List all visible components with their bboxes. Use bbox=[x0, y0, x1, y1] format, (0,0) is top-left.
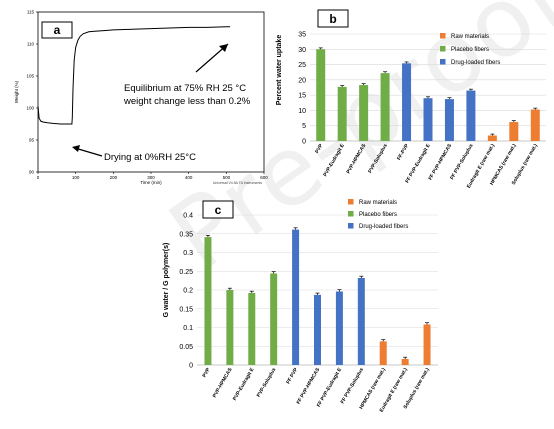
panel-a-xtick-label: 300 bbox=[147, 175, 155, 180]
b-category-label: PVP bbox=[314, 142, 325, 154]
panel-a-ylabel: Weight (%) bbox=[14, 80, 19, 103]
b-category-label: FF-PVP bbox=[396, 142, 410, 161]
panel-c-chart: 0 0.05 0.1 0.15 0.2 0.25 0.3 0.35 0.4 PVP PVP-HPM… bbox=[163, 199, 438, 413]
panel-a-xtick-label: 200 bbox=[110, 175, 118, 180]
c-ytick-label: 0.15 bbox=[179, 306, 193, 313]
b-bar bbox=[487, 135, 497, 141]
c-ytick-label: 0.3 bbox=[183, 250, 193, 257]
panel-a-label-box bbox=[41, 21, 73, 39]
b-ytick-label: 5 bbox=[302, 123, 306, 130]
panel-a-ytick-label: 100 bbox=[26, 106, 34, 111]
panel-a-eq-annotation-line2: weight change less than 0.2% bbox=[123, 96, 251, 107]
panel-a-xtick-label: 100 bbox=[72, 175, 80, 180]
panel-a-ytick-label: 105 bbox=[26, 74, 34, 79]
panel-b-ylabel: Percent water uptake bbox=[276, 35, 283, 106]
b-legend-label: Drug-loaded fibers bbox=[451, 60, 500, 66]
c-bar bbox=[423, 324, 431, 365]
panel-c-label: c bbox=[215, 203, 222, 217]
panel-a-xlabel: Time (min) bbox=[140, 180, 162, 185]
panel-a-xtick-label: 0 bbox=[37, 175, 40, 180]
b-bar bbox=[444, 99, 454, 141]
b-legend-swatch bbox=[440, 59, 446, 65]
c-bar bbox=[248, 293, 256, 365]
c-bar bbox=[379, 341, 387, 365]
panel-a-instrument-note: Universal V4.5A TA Instruments bbox=[213, 181, 262, 185]
panel-a-ytick-label: 95 bbox=[29, 138, 35, 143]
c-legend-swatch bbox=[348, 211, 354, 217]
b-bar bbox=[466, 90, 476, 141]
b-legend-label: Raw materials bbox=[451, 34, 489, 40]
panel-a-xtick-label: 400 bbox=[185, 175, 193, 180]
c-bar bbox=[314, 294, 321, 365]
c-category-label: PVP-Eudragit E bbox=[232, 366, 256, 401]
panel-a-eq-annotation-line1: Equilibrium at 75% RH 25 °C bbox=[124, 83, 246, 94]
c-ytick-label: 0.35 bbox=[179, 231, 193, 238]
c-ytick-label: 0.2 bbox=[183, 288, 193, 295]
b-ytick-label: 20 bbox=[298, 77, 306, 84]
c-legend-label: Raw materials bbox=[359, 200, 397, 206]
b-legend-swatch bbox=[440, 33, 446, 39]
b-ytick-label: 15 bbox=[298, 93, 306, 100]
b-category-label: PVP-HPMCAS bbox=[346, 142, 368, 174]
c-bar bbox=[292, 229, 300, 365]
panel-a-weight-curve bbox=[37, 26, 231, 125]
b-legend-label: Placebo fibers bbox=[451, 47, 489, 53]
panel-a-drying-arrowhead bbox=[72, 145, 80, 152]
c-legend-label: Drug-loaded fibers bbox=[359, 224, 408, 230]
c-bar bbox=[226, 290, 234, 365]
panel-b-label-box bbox=[317, 9, 349, 28]
panel-c-label-box bbox=[202, 200, 234, 219]
c-bar bbox=[204, 237, 212, 365]
c-ytick-label: 0.1 bbox=[183, 325, 193, 332]
c-category-label: PVP-Soluplus bbox=[256, 367, 278, 399]
panel-a-xtick-label: 500 bbox=[223, 175, 231, 180]
panel-c-ylabel: G water / G polymer(s) bbox=[163, 243, 170, 318]
b-bar bbox=[316, 49, 326, 141]
c-legend-swatch bbox=[348, 199, 354, 205]
c-bar bbox=[401, 359, 409, 365]
c-category-label: FF PVP bbox=[285, 366, 299, 385]
c-bar bbox=[335, 291, 343, 365]
b-category-label: PVP-Soluplus bbox=[367, 143, 389, 175]
panel-a-ytick-label: 90 bbox=[29, 170, 35, 175]
c-ytick-label: 0.05 bbox=[179, 344, 193, 351]
b-bar bbox=[509, 122, 519, 141]
b-ytick-label: 25 bbox=[298, 62, 306, 69]
c-ytick-label: 0.4 bbox=[183, 213, 193, 220]
b-bar bbox=[380, 73, 390, 141]
c-ytick-label: 0 bbox=[189, 363, 193, 370]
b-legend-swatch bbox=[440, 46, 446, 52]
c-legend-swatch bbox=[348, 223, 354, 229]
c-category-label: FF PVP-Soluplus bbox=[340, 367, 365, 405]
panel-a-chart: 90 95 100 105 110 115 0 100 200 300 400 500 600 Wei… bbox=[14, 10, 268, 186]
c-legend-label: Placebo fibers bbox=[359, 212, 397, 218]
c-category-label: PVP-HPMCAS bbox=[212, 366, 234, 398]
c-bar bbox=[357, 278, 365, 365]
panel-a-drying-annotation: Drying at 0%RH 25°C bbox=[104, 152, 196, 163]
panel-a-label: a bbox=[54, 23, 61, 37]
panel-a-drying-arrow bbox=[74, 147, 103, 157]
panel-b-label: b bbox=[329, 12, 336, 26]
c-bar bbox=[270, 273, 278, 365]
c-category-label: PVP bbox=[201, 366, 212, 378]
c-category-label: FF PVP-HPMCAS bbox=[296, 366, 322, 405]
b-ytick-label: 30 bbox=[298, 47, 306, 54]
b-bar bbox=[530, 109, 540, 141]
panel-a-ytick-label: 115 bbox=[27, 10, 35, 15]
b-ytick-label: 10 bbox=[298, 108, 306, 115]
b-category-label: FF PVP-Soluplus bbox=[449, 143, 474, 181]
b-bar bbox=[359, 85, 369, 141]
b-bar bbox=[402, 63, 412, 141]
panel-a-xtick-label: 600 bbox=[260, 175, 268, 180]
b-ytick-label: 0 bbox=[302, 139, 306, 146]
b-bar bbox=[337, 86, 347, 141]
panel-a-ytick-label: 110 bbox=[27, 42, 35, 47]
b-bar bbox=[423, 98, 433, 141]
b-ytick-label: 35 bbox=[298, 32, 306, 39]
c-ytick-label: 0.25 bbox=[179, 269, 193, 276]
b-category-label: PVP-Eudragit E bbox=[322, 142, 346, 177]
panel-a-eq-arrowhead bbox=[219, 44, 228, 52]
